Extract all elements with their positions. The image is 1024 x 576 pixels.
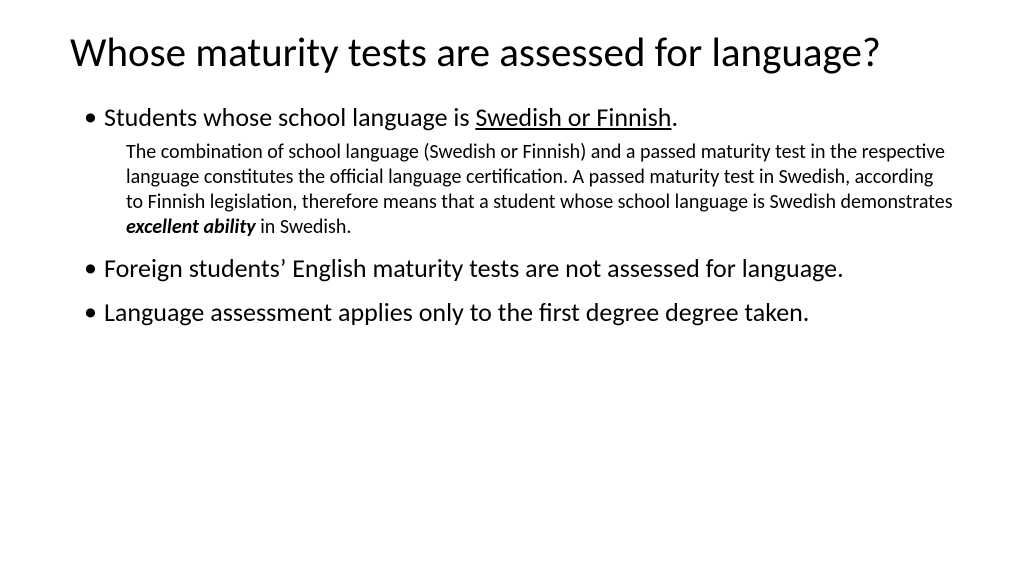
- text-fragment: Students whose school language is: [104, 101, 475, 133]
- list-item: Foreign students’ English maturity tests…: [84, 252, 954, 285]
- bullet-text: Students whose school language is Swedis…: [104, 101, 954, 134]
- bullet-text: Foreign students’ English maturity tests…: [104, 252, 954, 285]
- text-fragment: in Swedish.: [256, 215, 352, 239]
- list-item: Students whose school language is Swedis…: [84, 101, 954, 240]
- emphasis-text: excellent ability: [126, 215, 256, 239]
- text-fragment: .: [671, 101, 678, 133]
- bullet-text: Language assessment applies only to the …: [104, 296, 954, 329]
- slide-title: Whose maturity tests are assessed for la…: [70, 30, 954, 77]
- sub-text: The combination of school language (Swed…: [104, 140, 954, 240]
- list-item: Language assessment applies only to the …: [84, 296, 954, 329]
- text-fragment: The combination of school language (Swed…: [126, 140, 953, 214]
- underlined-text: Swedish or Finnish: [475, 101, 671, 133]
- bullet-list: Students whose school language is Swedis…: [70, 101, 954, 329]
